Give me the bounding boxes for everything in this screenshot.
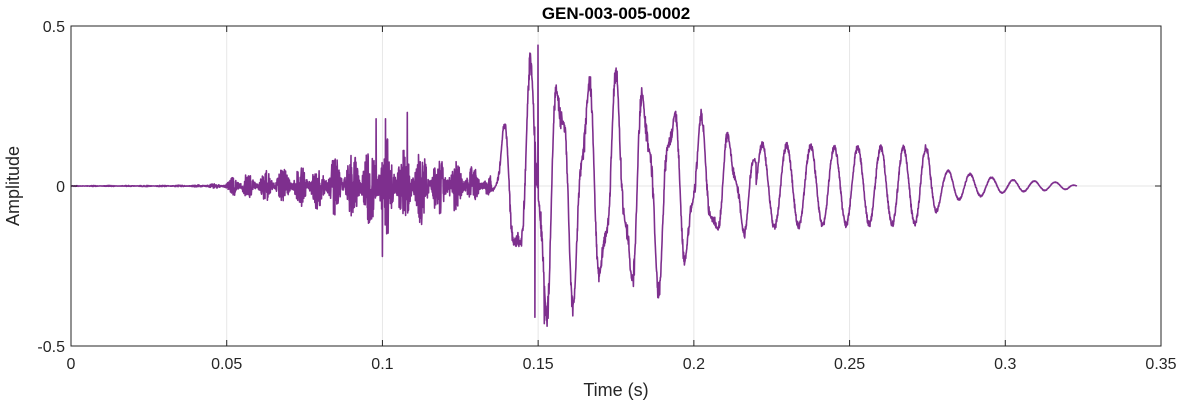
x-axis-ticks: 0 0.05 0.1 0.15 0.2 0.25 0.3 0.35 <box>67 26 1177 373</box>
chart-title: GEN-003-005-0002 <box>542 4 690 23</box>
y-axis-ticks: -0.5 0 0.5 <box>37 19 1161 356</box>
waveform-line <box>70 44 1078 327</box>
x-tick-label: 0.1 <box>371 356 393 373</box>
y-tick-label: 0 <box>56 179 65 196</box>
x-tick-label: 0.05 <box>211 356 242 373</box>
x-tick-label: 0 <box>67 356 76 373</box>
series-group <box>70 44 1078 327</box>
x-tick-label: 0.3 <box>994 356 1016 373</box>
y-tick-label: -0.5 <box>37 339 65 356</box>
y-axis-label: Amplitude <box>3 146 23 226</box>
x-axis-label: Time (s) <box>583 380 648 400</box>
x-tick-label: 0.15 <box>523 356 554 373</box>
x-tick-label: 0.25 <box>834 356 865 373</box>
x-tick-label: 0.35 <box>1145 356 1176 373</box>
y-tick-label: 0.5 <box>43 19 65 36</box>
x-tick-label: 0.2 <box>683 356 705 373</box>
